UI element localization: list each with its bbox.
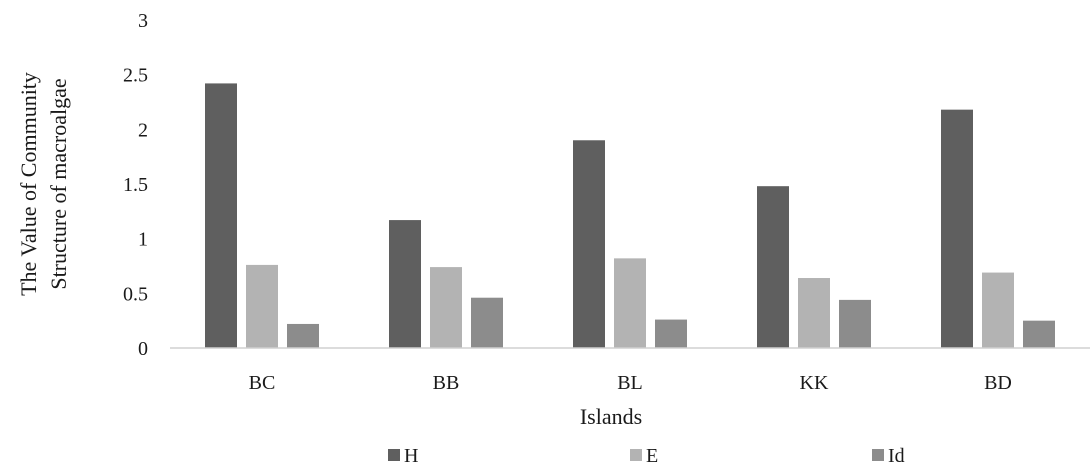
bar-id-bd: [1023, 320, 1055, 348]
y-tick-label: 2: [138, 119, 148, 141]
x-tick-label: BL: [617, 372, 643, 394]
bar-e-bd: [982, 272, 1014, 348]
bar-id-bb: [471, 297, 503, 348]
bar-h-bb: [389, 220, 421, 348]
legend-swatch-h: [388, 449, 400, 461]
bar-h-bc: [205, 83, 237, 348]
x-axis-title: Islands: [580, 404, 642, 429]
y-tick-label: 0.5: [123, 283, 148, 305]
y-tick-label: 0: [138, 338, 148, 360]
legend-label-h: H: [404, 445, 418, 467]
bars: [205, 83, 1055, 348]
legend-label-e: E: [646, 445, 658, 467]
y-axis-title-line: Structure of macroalgae: [46, 78, 71, 289]
x-tick-label: BC: [249, 372, 276, 394]
bar-e-bb: [430, 267, 462, 348]
y-axis-title-line: The Value of Community: [16, 72, 41, 296]
y-tick-label: 1: [138, 229, 148, 251]
bar-h-bd: [941, 109, 973, 348]
y-axis-ticks: 0 0.5 1 1.5 2 2.5 3: [123, 10, 148, 360]
legend-swatch-e: [630, 449, 642, 461]
x-tick-label: BB: [433, 372, 460, 394]
y-tick-label: 1.5: [123, 174, 148, 196]
bar-h-kk: [757, 186, 789, 348]
bar-h-bl: [573, 140, 605, 348]
x-tick-label: KK: [800, 372, 829, 394]
y-tick-label: 3: [138, 10, 148, 32]
y-tick-label: 2.5: [123, 65, 148, 87]
y-axis-title: The Value of Community Structure of macro…: [16, 72, 71, 296]
x-axis-ticks: BC BB BL KK BD: [249, 372, 1012, 394]
x-tick-label: BD: [984, 372, 1012, 394]
bar-id-bc: [287, 323, 319, 348]
bar-id-bl: [655, 319, 687, 348]
legend-label-id: Id: [888, 445, 905, 467]
bar-id-kk: [839, 299, 871, 348]
bar-e-bc: [246, 264, 278, 348]
legend: H E Id: [388, 445, 905, 467]
legend-swatch-id: [872, 449, 884, 461]
bar-e-bl: [614, 258, 646, 348]
bar-e-kk: [798, 278, 830, 348]
